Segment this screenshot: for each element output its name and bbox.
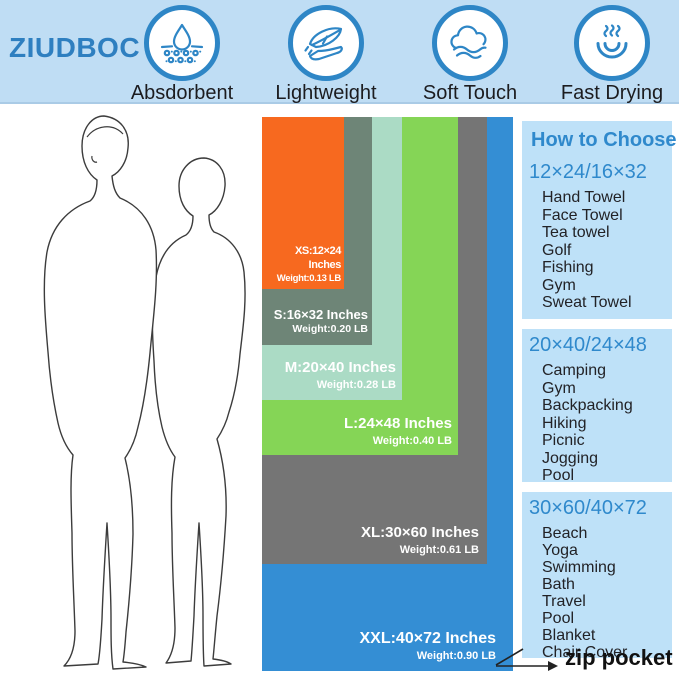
body-size-figures-illustration: [43, 115, 246, 670]
feature-fast-drying: Fast Drying: [546, 5, 678, 105]
guide-item: Tea towel: [542, 224, 610, 241]
guide-item: Swimming: [542, 559, 616, 576]
feature-label-fast-drying: Fast Drying: [560, 82, 664, 104]
male-figure-illustration: [43, 115, 158, 670]
feature-absorbent: Absdorbent: [116, 5, 248, 105]
guide-section-small-sizes: How to Choose 12×24/16×32 Hand Towel Fac…: [522, 121, 677, 319]
brand-logo: ZIUDBOC: [9, 32, 141, 63]
guide-item: Bath: [542, 576, 575, 593]
guide-item: Sweat Towel: [542, 294, 632, 311]
guide-heading: 12×24/16×32: [529, 161, 647, 183]
guide-item: Face Towel: [542, 206, 623, 224]
guide-item: Pool: [542, 610, 575, 627]
size-weight: Weight:0.90 LB: [416, 649, 496, 662]
feature-label-lightweight: Lightweight: [275, 82, 377, 104]
guide-item: Fishing: [542, 259, 594, 276]
guide-title: How to Choose: [531, 129, 677, 151]
guide-item: Travel: [542, 593, 586, 610]
feature-soft-touch: Soft Touch: [404, 5, 536, 105]
guide-item: Blanket: [542, 627, 596, 644]
zip-pocket-arrow: [495, 648, 558, 671]
guide-item: Jogging: [542, 449, 599, 467]
guide-item: Gym: [542, 276, 576, 294]
guide-item: Beach: [542, 525, 588, 542]
size-label: M:20×40 Inches: [284, 358, 396, 376]
guide-item: Yoga: [542, 542, 578, 559]
zip-pocket-label: zip pocket: [565, 645, 673, 670]
guide-item: Picnic: [542, 432, 585, 449]
guide-item: Chair Cover: [542, 644, 628, 661]
feature-lightweight: Lightweight: [260, 5, 392, 105]
guide-heading: 20×40/24×48: [529, 334, 647, 356]
guide-item: Camping: [542, 362, 607, 379]
size-weight: Weight:0.13 LB: [276, 272, 342, 284]
size-weight: Weight:0.61 LB: [399, 543, 479, 556]
guide-list: Beach Yoga Swimming Bath Travel Pool Bla…: [522, 525, 672, 661]
guide-item: Hand Towel: [542, 189, 626, 206]
guide-item: Pool: [542, 467, 575, 484]
size-weight: Weight:0.40 LB: [372, 434, 452, 447]
size-weight: Weight:0.28 LB: [316, 378, 396, 391]
guide-list: Camping Gym Backpacking Hiking Picnic Jo…: [522, 362, 672, 485]
guide-heading: 30×60/40×72: [529, 497, 647, 519]
feather-hand-icon: [288, 5, 364, 81]
feature-label-absorbent: Absdorbent: [130, 82, 234, 104]
size-label: XL:30×60 Inches: [361, 523, 479, 541]
size-label: L:24×48 Inches: [344, 414, 452, 432]
guide-item: Gym: [542, 379, 576, 397]
droplet-absorbent-icon: [144, 5, 220, 81]
cloud-icon: [432, 5, 508, 81]
size-weight: Weight:0.20 LB: [292, 323, 368, 336]
guide-item: Backpacking: [542, 397, 633, 414]
female-figure-illustration: [151, 157, 246, 667]
header-band: ZIUDBOC Absdorbent Lightweight: [0, 0, 679, 104]
size-label: S:16×32 Inches: [273, 307, 368, 323]
guide-section-large-sizes: 30×60/40×72 Beach Yoga Swimming Bath Tra…: [522, 492, 672, 661]
steam-drying-icon: [574, 5, 650, 81]
size-label: XS:12×24 Inches: [294, 245, 341, 271]
guide-item: Golf: [542, 241, 572, 259]
towel-layer-xs: XS:12×24 Inches Weight:0.13 LB: [262, 117, 344, 289]
size-label: XXL:40×72 Inches: [359, 629, 496, 647]
feature-label-soft-touch: Soft Touch: [422, 82, 518, 104]
guide-item: Hiking: [542, 414, 587, 432]
guide-list: Hand Towel Face Towel Tea towel Golf Fis…: [522, 189, 672, 312]
guide-section-medium-sizes: 20×40/24×48 Camping Gym Backpacking Hiki…: [522, 329, 672, 485]
